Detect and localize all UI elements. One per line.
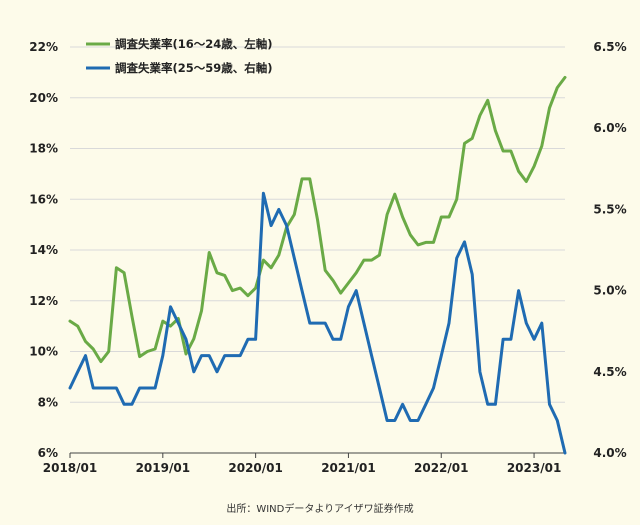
y-left-tick-label: 18% bbox=[29, 142, 58, 156]
x-tick-label: 2020/01 bbox=[228, 461, 282, 475]
x-tick-label: 2023/01 bbox=[507, 461, 561, 475]
y-right-tick-label: 5.5% bbox=[593, 202, 626, 216]
y-right-tick-label: 6.5% bbox=[593, 40, 626, 54]
x-tick-label: 2018/01 bbox=[43, 461, 97, 475]
y-right-tick-label: 4.5% bbox=[593, 365, 626, 379]
y-left-tick-label: 10% bbox=[29, 345, 58, 359]
y-right-tick-label: 4.0% bbox=[593, 446, 626, 460]
y-left-ticks: 6% 8% 10% 12% 14% 16% 18% 20% 22% bbox=[29, 40, 58, 460]
y-right-ticks: 4.0% 4.5% 5.0% 5.5% 6.0% 6.5% bbox=[593, 40, 626, 460]
gridlines bbox=[70, 46, 565, 403]
x-tick-label: 2022/01 bbox=[414, 461, 468, 475]
series-line-left bbox=[68, 75, 567, 364]
legend: 調査失業率(16～24歳、左軸) 調査失業率(25～59歳、右軸) bbox=[86, 37, 273, 75]
legend-label: 調査失業率(25～59歳、右軸) bbox=[115, 61, 273, 75]
legend-label: 調査失業率(16～24歳、左軸) bbox=[115, 37, 273, 51]
y-left-tick-label: 16% bbox=[29, 192, 58, 206]
series-line-right bbox=[68, 191, 567, 455]
y-left-tick-label: 20% bbox=[29, 91, 58, 105]
y-left-tick-label: 8% bbox=[38, 395, 58, 409]
x-tick-label: 2019/01 bbox=[136, 461, 190, 475]
y-right-tick-label: 5.0% bbox=[593, 284, 626, 298]
y-left-tick-label: 6% bbox=[38, 446, 58, 460]
source-note: 出所：WINDデータよりアイザワ証券作成 bbox=[226, 502, 413, 515]
y-right-tick-label: 6.0% bbox=[593, 121, 626, 135]
y-left-tick-label: 12% bbox=[29, 294, 58, 308]
series bbox=[68, 75, 567, 455]
x-tick-label: 2021/01 bbox=[321, 461, 375, 475]
x-ticks: 2018/01 2019/01 2020/01 2021/01 2022/01 2023/… bbox=[43, 453, 561, 475]
y-left-tick-label: 14% bbox=[29, 243, 58, 257]
y-left-tick-label: 22% bbox=[29, 40, 58, 54]
